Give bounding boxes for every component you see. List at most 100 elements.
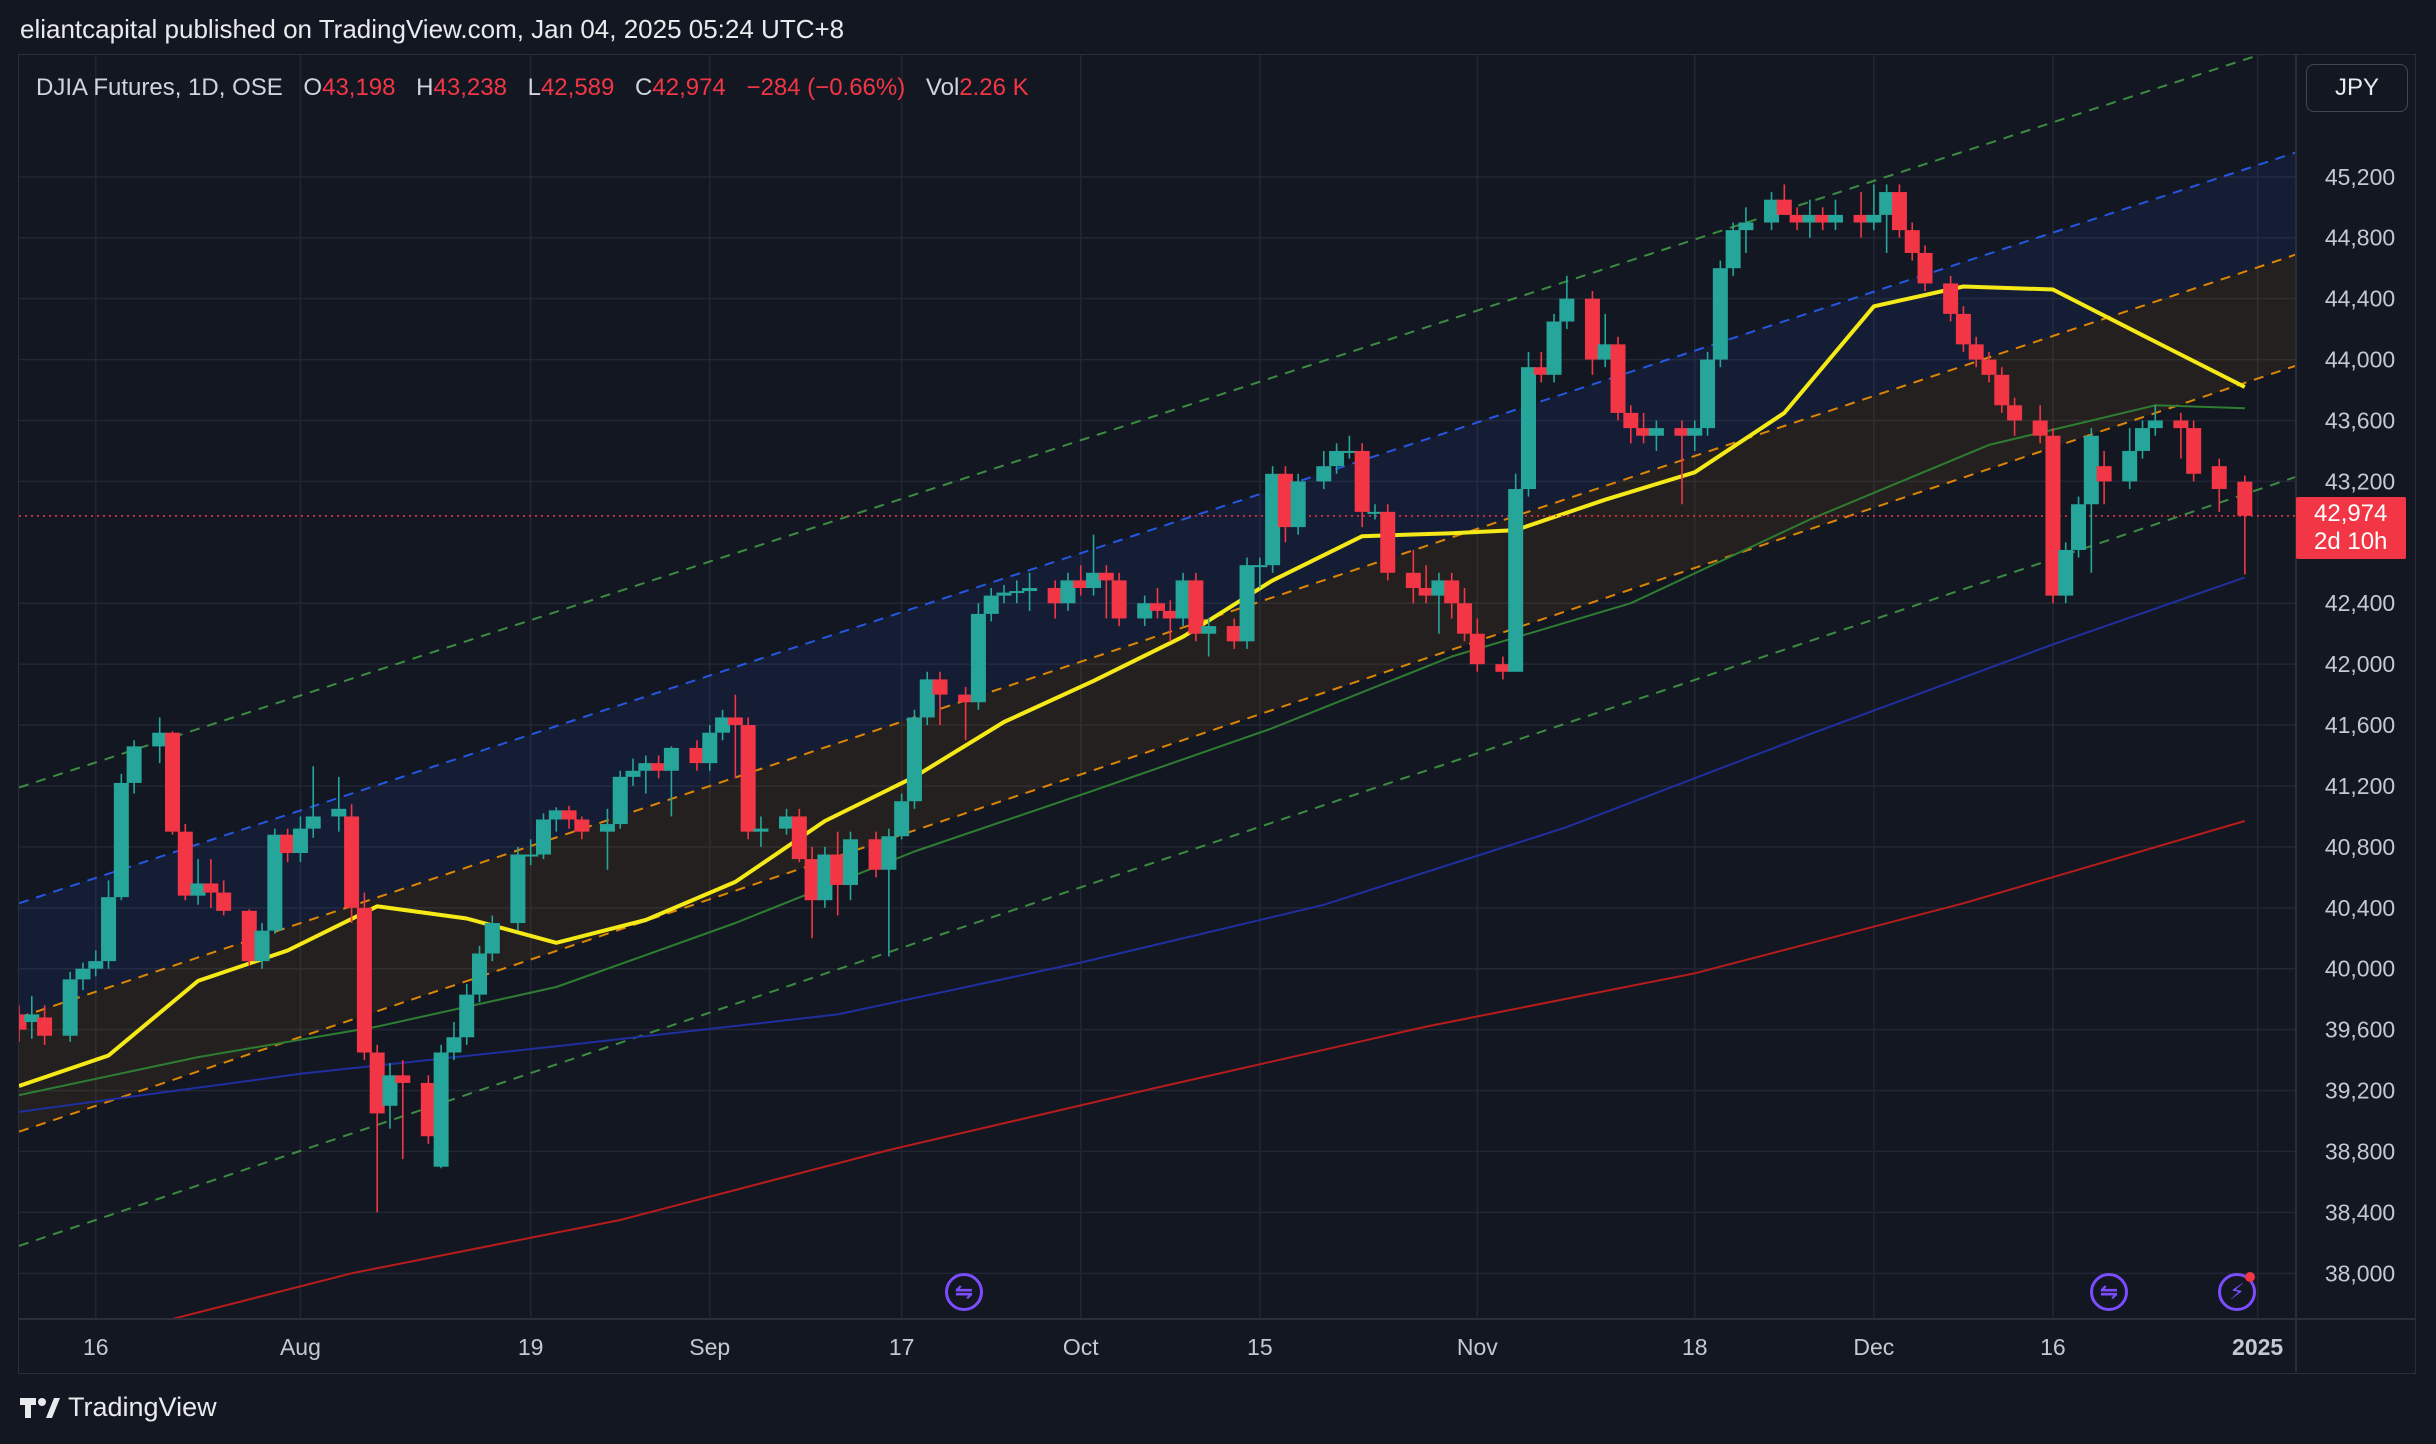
candle xyxy=(382,1063,398,1129)
candle xyxy=(305,766,321,838)
candle-body xyxy=(2007,405,2023,421)
candle-body xyxy=(1495,664,1511,672)
candle xyxy=(2071,496,2087,558)
x-tick-label: 16 xyxy=(83,1334,109,1360)
candle xyxy=(1738,207,1754,253)
candle xyxy=(1047,580,1063,619)
candle-body xyxy=(484,923,500,954)
candle xyxy=(1009,580,1025,604)
candle xyxy=(612,770,628,829)
candle-body xyxy=(1943,283,1959,314)
candle xyxy=(101,880,117,969)
candle xyxy=(638,755,654,794)
candle xyxy=(1623,405,1639,444)
candle xyxy=(1943,275,1959,322)
candle-body xyxy=(1265,473,1281,566)
candle xyxy=(459,983,475,1045)
candle-body xyxy=(510,854,526,924)
candle xyxy=(2032,405,2048,444)
candle-body xyxy=(1559,298,1575,322)
split-arrow-icon[interactable]: ⇋ xyxy=(2090,1273,2128,1311)
split-arrow-icon[interactable]: ⇋ xyxy=(945,1273,983,1311)
candle-body xyxy=(1623,412,1639,429)
candle xyxy=(625,758,641,786)
candle xyxy=(663,746,679,817)
candle xyxy=(1700,351,1716,436)
candle xyxy=(996,584,1012,604)
candle xyxy=(1405,549,1421,604)
candle xyxy=(254,923,270,969)
candle xyxy=(472,945,488,1003)
x-tick-label: Dec xyxy=(1853,1334,1894,1360)
channel-fills xyxy=(19,152,2296,1132)
candle xyxy=(1917,245,1933,292)
candle xyxy=(1866,184,1882,231)
candle-body xyxy=(599,824,615,832)
candle xyxy=(216,880,232,916)
change-value: −284 (−0.66%) xyxy=(746,74,906,101)
candle xyxy=(1533,351,1549,383)
candle xyxy=(126,740,142,794)
candle xyxy=(1469,618,1485,672)
candle xyxy=(1597,313,1613,368)
tradingview-logo[interactable]: TradingView xyxy=(20,1392,217,1423)
y-tick-label: 39,200 xyxy=(2325,1078,2395,1104)
candle-body xyxy=(126,746,142,783)
candle xyxy=(177,824,193,901)
candle xyxy=(830,831,846,916)
candle-body xyxy=(1418,588,1434,596)
ohlc-legend: DJIA Futures, 1D, OSE O43,198 H43,238 L4… xyxy=(36,74,1029,102)
candle-body xyxy=(216,892,232,911)
candle-body xyxy=(970,613,986,703)
candle-body xyxy=(612,776,628,825)
candle-body xyxy=(1354,450,1370,512)
candle-body xyxy=(535,819,551,855)
candle-body xyxy=(1674,428,1690,436)
y-tick-label: 40,000 xyxy=(2325,956,2395,982)
candle-body xyxy=(1239,565,1255,642)
lightning-icon[interactable]: ⚡ xyxy=(2218,1272,2256,1311)
notification-dot xyxy=(2245,1272,2255,1282)
candle-body xyxy=(919,679,935,718)
candle xyxy=(1239,557,1255,649)
candle xyxy=(1712,260,1728,368)
candle-body xyxy=(1815,214,1831,223)
candle xyxy=(420,1075,436,1144)
candle-body xyxy=(1367,511,1383,514)
tradingview-logo-icon xyxy=(20,1397,60,1418)
candle xyxy=(1329,443,1345,474)
candle xyxy=(510,846,526,931)
x-axis: 16 Aug 19 Sep 17 Oct 15 Nov 18 Dec 16 2025 xyxy=(83,1334,2283,1360)
candle xyxy=(62,971,78,1042)
candle xyxy=(599,808,615,870)
candle xyxy=(1546,313,1562,383)
candle-body xyxy=(1789,214,1805,223)
candle xyxy=(1277,466,1293,543)
candle-body xyxy=(292,828,308,853)
candle-body xyxy=(830,854,846,885)
candle-body xyxy=(1879,192,1895,215)
candle xyxy=(1827,199,1843,231)
candle-body xyxy=(1917,252,1933,284)
y-tick-label: 40,400 xyxy=(2325,895,2395,921)
candle-body xyxy=(2096,466,2112,482)
x-tick-label: 2025 xyxy=(2232,1334,2283,1360)
currency-button[interactable]: JPY xyxy=(2306,64,2408,112)
candle xyxy=(1188,572,1204,642)
candle xyxy=(2083,428,2099,573)
candle xyxy=(804,846,820,939)
candle-body xyxy=(1508,489,1524,672)
candle-body xyxy=(37,1017,53,1036)
candle-body xyxy=(1687,428,1703,436)
candle-body xyxy=(702,732,718,764)
candle xyxy=(1495,656,1511,680)
y-tick-label: 44,000 xyxy=(2325,347,2395,373)
candle xyxy=(152,717,168,764)
logo-text: TradingView xyxy=(68,1392,217,1422)
symbol-label[interactable]: DJIA Futures, 1D, OSE xyxy=(36,74,283,101)
candle xyxy=(791,808,807,863)
candle-body xyxy=(433,1052,449,1167)
candle xyxy=(932,671,948,726)
high-label: H xyxy=(416,74,434,101)
